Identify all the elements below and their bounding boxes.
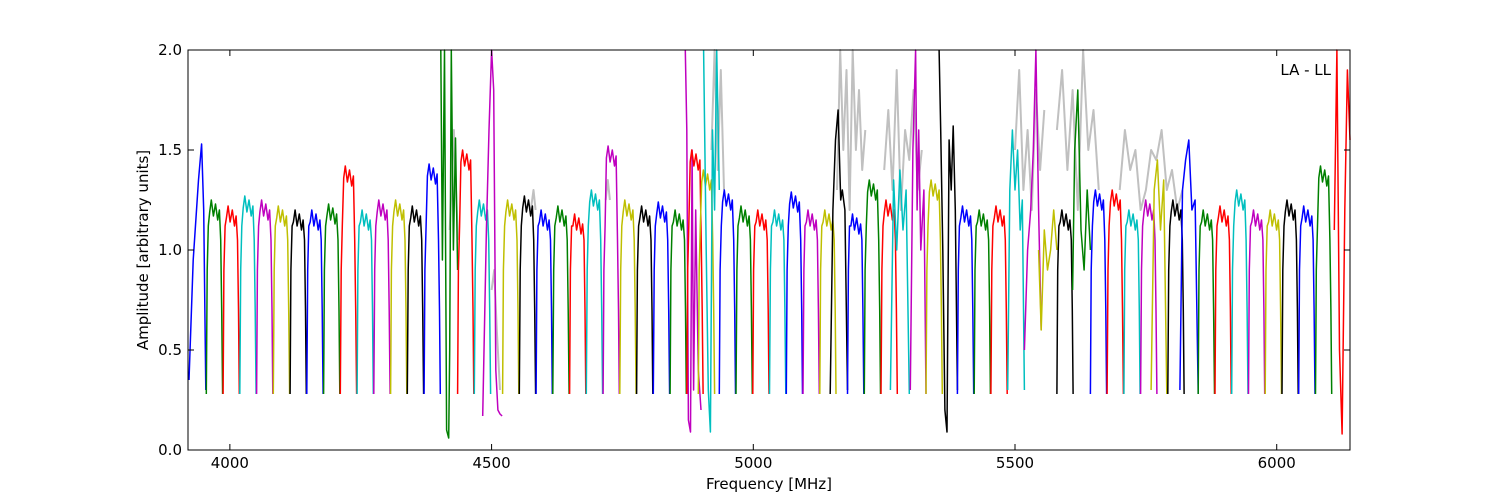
background-series-group bbox=[448, 49, 1184, 391]
series-line-16 bbox=[456, 149, 475, 395]
baseline-annotation: LA - LL bbox=[1280, 61, 1331, 79]
series-line-5 bbox=[272, 205, 291, 395]
series-line-3 bbox=[239, 195, 257, 395]
x-tick-label: 6000 bbox=[1258, 454, 1296, 472]
series-line-52 bbox=[1006, 129, 1026, 391]
series-line-12 bbox=[389, 199, 408, 395]
series-line-56 bbox=[1071, 89, 1092, 291]
series-line-45 bbox=[889, 169, 911, 395]
series-line-55 bbox=[1056, 209, 1074, 395]
background-series-line-9 bbox=[1118, 129, 1184, 211]
series-line-46 bbox=[909, 49, 927, 395]
background-series-line-6 bbox=[883, 69, 923, 211]
series-line-34 bbox=[718, 189, 737, 395]
y-tick-label: 1.5 bbox=[158, 141, 182, 159]
series-line-18 bbox=[481, 49, 503, 417]
series-line-25 bbox=[602, 145, 621, 395]
series-line-72 bbox=[1333, 49, 1351, 435]
x-axis-label: Frequency [MHz] bbox=[706, 475, 832, 493]
series-line-71 bbox=[1314, 165, 1333, 395]
y-axis-label: Amplitude [arbitrary units] bbox=[134, 150, 152, 350]
series-line-2 bbox=[222, 205, 241, 395]
series-line-63 bbox=[1179, 139, 1199, 395]
series-line-22 bbox=[552, 205, 570, 395]
series-line-40 bbox=[819, 209, 837, 395]
series-line-70 bbox=[1297, 205, 1316, 395]
series-line-39 bbox=[802, 209, 821, 395]
series-line-19 bbox=[501, 199, 520, 395]
series-line-28 bbox=[652, 201, 671, 395]
series-line-42 bbox=[846, 213, 865, 395]
series-line-68 bbox=[1264, 209, 1283, 395]
series-line-57 bbox=[1089, 189, 1108, 395]
series-line-41 bbox=[829, 109, 849, 395]
series-line-65 bbox=[1214, 205, 1232, 395]
background-series-line-7 bbox=[1014, 69, 1046, 211]
background-series-line-2 bbox=[529, 189, 537, 211]
series-line-14 bbox=[423, 163, 442, 395]
series-group bbox=[188, 49, 1351, 439]
series-line-67 bbox=[1247, 209, 1266, 395]
series-line-4 bbox=[255, 199, 274, 395]
series-line-6 bbox=[289, 209, 308, 395]
series-line-43 bbox=[863, 179, 882, 395]
series-line-51 bbox=[990, 205, 1008, 395]
series-line-8 bbox=[322, 203, 341, 395]
y-tick-label: 1.0 bbox=[158, 241, 182, 259]
series-line-60 bbox=[1139, 199, 1158, 395]
series-line-24 bbox=[585, 189, 604, 395]
series-line-38 bbox=[785, 191, 804, 395]
series-line-10 bbox=[356, 209, 375, 395]
series-line-7 bbox=[306, 209, 324, 395]
series-line-47 bbox=[925, 179, 944, 395]
series-line-33 bbox=[702, 49, 721, 433]
x-tick-label: 5000 bbox=[734, 454, 772, 472]
series-line-9 bbox=[339, 165, 358, 395]
series-line-1 bbox=[205, 199, 224, 395]
series-line-50 bbox=[973, 209, 992, 395]
background-series-line-5 bbox=[836, 49, 867, 211]
series-line-69 bbox=[1281, 199, 1299, 395]
series-line-66 bbox=[1230, 189, 1249, 395]
series-line-64 bbox=[1197, 209, 1216, 395]
series-line-37 bbox=[768, 209, 787, 395]
y-axis: 0.0 0.5 1.0 1.5 2.0 bbox=[158, 41, 1350, 459]
series-line-26 bbox=[619, 199, 637, 395]
series-line-58 bbox=[1106, 189, 1125, 395]
x-tick-label: 4000 bbox=[211, 454, 249, 472]
series-line-62 bbox=[1167, 199, 1185, 395]
series-line-0 bbox=[188, 143, 207, 391]
y-tick-label: 2.0 bbox=[158, 41, 182, 59]
x-tick-label: 4500 bbox=[472, 454, 510, 472]
series-line-15 bbox=[440, 49, 459, 439]
series-line-48 bbox=[938, 49, 959, 433]
series-line-61 bbox=[1150, 159, 1168, 395]
series-line-49 bbox=[956, 205, 975, 395]
series-line-36 bbox=[752, 209, 770, 395]
series-line-31 bbox=[686, 149, 704, 395]
background-series-line-4 bbox=[710, 49, 725, 191]
series-line-44 bbox=[880, 199, 899, 395]
series-line-13 bbox=[406, 205, 425, 395]
background-series-line-8 bbox=[1055, 49, 1100, 211]
series-line-27 bbox=[635, 205, 654, 395]
series-line-29 bbox=[669, 209, 688, 395]
series-line-17 bbox=[473, 199, 492, 395]
series-line-32 bbox=[697, 169, 716, 395]
series-line-21 bbox=[535, 209, 554, 395]
series-line-23 bbox=[568, 213, 587, 395]
series-line-35 bbox=[735, 205, 754, 395]
y-tick-label: 0.5 bbox=[158, 341, 182, 359]
x-tick-label: 5500 bbox=[996, 454, 1034, 472]
series-line-59 bbox=[1123, 209, 1141, 395]
series-line-54 bbox=[1037, 209, 1058, 331]
series-line-20 bbox=[518, 195, 537, 395]
x-axis: 4000 4500 5000 5500 6000 bbox=[211, 50, 1296, 472]
series-line-53 bbox=[1023, 49, 1042, 351]
series-line-11 bbox=[373, 199, 391, 395]
y-tick-label: 0.0 bbox=[158, 441, 182, 459]
